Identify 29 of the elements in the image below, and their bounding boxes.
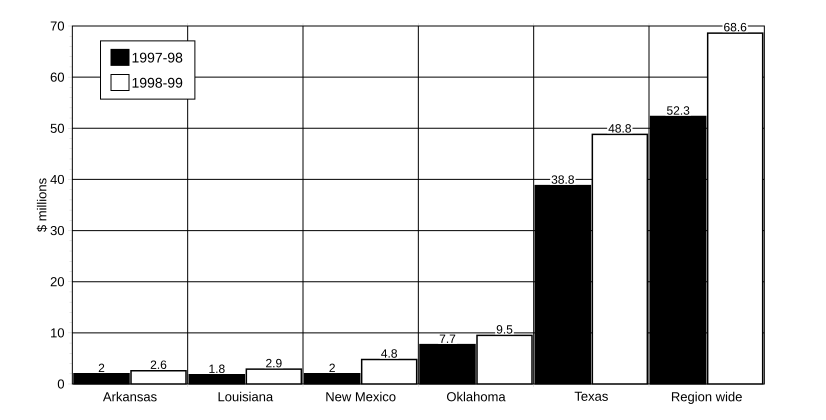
y-tick-label: 60 [50,72,64,82]
x-tick-label: New Mexico [326,392,396,402]
data-label: 4.8 [381,349,397,358]
data-label: 38.8 [552,175,574,184]
data-label: 2.9 [266,358,282,368]
x-tick-label: Louisiana [218,392,274,402]
x-tick-label: Arkansas [102,392,157,402]
data-label: 52.3 [666,106,690,115]
legend-label: 1997-98 [132,52,182,63]
data-label: 2 [329,364,335,372]
data-label: 68.6 [724,22,746,32]
data-label: 2.6 [150,360,166,369]
y-tick-label: 70 [50,21,64,31]
y-tick-label: 30 [50,226,64,236]
x-tick-label: Region wide [672,392,742,404]
y-tick-label: 50 [50,124,64,133]
y-tick-label: 10 [51,328,64,338]
y-tick-label: 0 [58,379,64,389]
y-axis-title: $ millions [36,178,48,232]
data-label: 1.8 [209,364,225,374]
legend-label: 1998-99 [132,78,182,88]
x-tick-label: Oklahoma [446,392,506,402]
y-tick-label: 40 [50,174,64,184]
data-label: 48.8 [608,124,631,133]
data-label: 9.5 [496,325,512,334]
x-tick-label: Texas [574,392,608,401]
data-label: 7.7 [440,334,456,343]
data-label: 2 [98,364,104,372]
y-tick-label: 20 [50,277,64,286]
